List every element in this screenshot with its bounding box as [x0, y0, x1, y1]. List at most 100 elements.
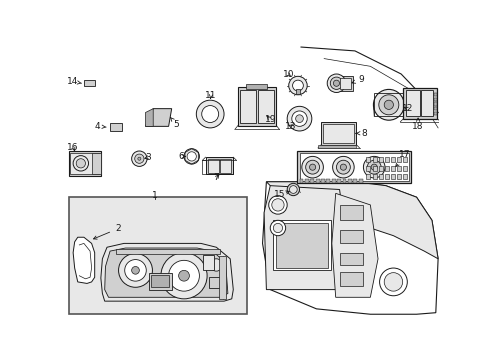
Circle shape [288, 76, 306, 95]
Bar [339, 253, 362, 265]
Text: 17: 17 [395, 150, 410, 167]
Circle shape [161, 253, 207, 299]
Bar [378, 157, 382, 162]
Bar [321, 180, 324, 183]
Bar [245, 84, 266, 89]
Bar [396, 157, 400, 162]
Polygon shape [145, 109, 171, 126]
Text: 5: 5 [170, 118, 179, 129]
Bar [70, 153, 99, 174]
Circle shape [366, 160, 380, 174]
Circle shape [384, 273, 402, 291]
Text: 3: 3 [144, 153, 151, 162]
Bar [339, 272, 362, 286]
Circle shape [336, 160, 349, 174]
Bar [148, 273, 171, 289]
Circle shape [131, 151, 147, 166]
Bar [299, 180, 303, 183]
Bar [384, 157, 388, 162]
Bar [396, 166, 400, 171]
Circle shape [118, 253, 152, 287]
Circle shape [370, 164, 377, 170]
Circle shape [210, 259, 222, 271]
Bar [305, 180, 308, 183]
Circle shape [363, 156, 384, 178]
Circle shape [270, 220, 285, 236]
Bar [68, 197, 246, 314]
Bar [372, 166, 376, 171]
Bar [276, 223, 327, 268]
Text: 4: 4 [95, 122, 106, 131]
Bar [390, 166, 394, 171]
Text: 16: 16 [67, 143, 79, 152]
Text: 9: 9 [351, 75, 363, 84]
Bar [315, 180, 319, 183]
Circle shape [124, 260, 146, 281]
Bar [403, 88, 436, 119]
Circle shape [326, 74, 345, 93]
Text: 14: 14 [67, 77, 81, 86]
Circle shape [373, 89, 404, 120]
Bar [116, 249, 220, 254]
Circle shape [305, 160, 319, 174]
Bar [205, 157, 233, 174]
Bar [433, 107, 436, 110]
Bar [396, 174, 400, 179]
Bar [321, 122, 356, 145]
Bar [273, 220, 330, 270]
Bar [257, 90, 274, 123]
Text: 6: 6 [179, 152, 185, 161]
Bar [326, 180, 329, 183]
Circle shape [286, 183, 299, 195]
Bar [342, 180, 346, 183]
Bar [373, 93, 403, 116]
Polygon shape [262, 182, 437, 314]
Bar [366, 157, 369, 162]
Bar [84, 80, 95, 86]
Circle shape [183, 149, 199, 164]
Circle shape [329, 77, 342, 89]
Bar [372, 174, 376, 179]
Bar [220, 159, 230, 172]
Bar [353, 180, 357, 183]
Circle shape [289, 186, 297, 193]
Bar [403, 157, 407, 162]
Circle shape [135, 154, 143, 163]
Text: 7: 7 [213, 174, 219, 183]
Circle shape [378, 95, 398, 115]
Bar [390, 174, 394, 179]
Bar [238, 87, 276, 126]
Circle shape [292, 80, 303, 91]
Circle shape [138, 157, 141, 160]
Circle shape [340, 164, 346, 170]
Text: 18: 18 [411, 118, 423, 131]
Circle shape [379, 268, 407, 296]
Polygon shape [266, 182, 437, 259]
Circle shape [332, 156, 353, 178]
Bar [403, 166, 407, 171]
Text: 2: 2 [93, 224, 121, 239]
Bar [340, 78, 350, 89]
Circle shape [286, 106, 311, 131]
Circle shape [291, 111, 306, 126]
Polygon shape [101, 243, 233, 301]
Circle shape [76, 159, 85, 168]
Circle shape [196, 100, 224, 128]
Bar [433, 112, 436, 115]
Polygon shape [104, 248, 227, 297]
Text: 12: 12 [401, 104, 412, 113]
Polygon shape [264, 186, 346, 289]
Bar [91, 153, 101, 174]
Circle shape [301, 156, 323, 178]
Bar [433, 103, 436, 105]
Circle shape [295, 115, 303, 122]
Text: 11: 11 [205, 91, 216, 100]
Circle shape [131, 266, 139, 274]
Text: 10: 10 [283, 70, 294, 79]
Circle shape [384, 100, 393, 109]
Bar [310, 180, 313, 183]
Circle shape [273, 223, 282, 233]
Bar [384, 174, 388, 179]
Polygon shape [331, 193, 377, 297]
Bar [339, 205, 362, 220]
